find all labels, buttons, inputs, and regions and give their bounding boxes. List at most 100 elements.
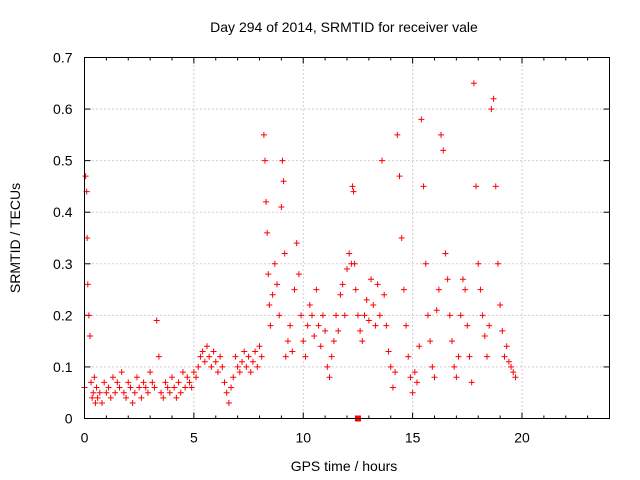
data-point: [190, 369, 197, 376]
data-point: [278, 204, 285, 211]
data-point: [160, 394, 167, 401]
data-point: [411, 369, 418, 376]
data-point: [479, 312, 486, 319]
data-point: [182, 384, 189, 391]
data-point: [166, 389, 173, 396]
data-point: [503, 343, 510, 350]
data-point: [304, 322, 311, 329]
data-point: [204, 343, 210, 350]
data-point: [210, 348, 217, 355]
data-point: [99, 400, 105, 407]
data-point: [223, 389, 230, 396]
data-point: [295, 271, 302, 278]
data-point: [206, 353, 213, 360]
data-point: [249, 358, 256, 365]
y-tick-label: 0.2: [53, 307, 73, 323]
data-point: [171, 384, 178, 391]
data-point: [387, 363, 394, 370]
x-tick-label: 0: [81, 430, 89, 446]
x-axis-label: GPS time / hours: [291, 458, 398, 474]
data-point: [261, 157, 268, 164]
data-point: [492, 183, 499, 190]
data-point: [468, 379, 475, 386]
x-tick-label: 20: [514, 430, 530, 446]
data-point: [123, 394, 130, 401]
data-point: [298, 312, 305, 319]
data-point: [284, 338, 291, 345]
data-point: [351, 260, 358, 267]
data-point: [153, 317, 160, 324]
data-point: [326, 374, 333, 381]
data-point: [333, 312, 340, 319]
data-point: [409, 389, 416, 396]
data-point: [440, 147, 447, 154]
data-point: [455, 353, 462, 360]
y-tick-label: 0.1: [53, 359, 73, 375]
data-point: [289, 348, 296, 355]
y-tick-label: 0.5: [53, 153, 73, 169]
data-point: [317, 343, 324, 350]
data-point: [90, 389, 97, 396]
data-point: [84, 281, 91, 288]
data-point: [91, 374, 98, 381]
plot-frame: [84, 57, 610, 419]
data-point: [114, 379, 121, 386]
data-point: [459, 276, 466, 283]
data-point: [131, 389, 138, 396]
x-tick-label: 5: [190, 430, 198, 446]
data-point: [241, 348, 248, 355]
data-point: [335, 327, 342, 334]
data-point: [158, 389, 165, 396]
data-point: [89, 394, 96, 401]
data-point: [93, 384, 100, 391]
data-point: [85, 312, 92, 319]
data-point: [416, 343, 423, 350]
data-point: [179, 369, 186, 376]
data-point: [344, 265, 350, 272]
data-point: [385, 348, 392, 355]
data-point: [379, 157, 385, 164]
data-point: [475, 260, 482, 267]
data-point: [199, 348, 206, 355]
data-point: [438, 131, 445, 138]
data-point: [84, 235, 91, 241]
data-point: [400, 286, 407, 293]
data-point: [359, 338, 366, 345]
data-point: [245, 353, 252, 360]
data-point: [265, 271, 272, 278]
data-point: [103, 389, 110, 396]
data-point: [260, 131, 267, 138]
data-point: [201, 358, 208, 365]
data-point: [372, 322, 379, 329]
data-point: [442, 250, 449, 257]
data-point: [274, 281, 280, 288]
data-point: [322, 327, 329, 334]
data-point: [414, 379, 420, 386]
data-point: [466, 353, 473, 360]
data-point: [219, 363, 226, 370]
data-point: [481, 332, 488, 339]
data-point: [263, 198, 270, 205]
data-point: [107, 394, 114, 401]
data-point: [473, 183, 480, 190]
data-point: [125, 379, 132, 386]
data-point: [118, 369, 125, 376]
data-point: [162, 379, 169, 386]
data-point: [136, 384, 143, 391]
data-point: [267, 322, 274, 329]
data-point: [499, 327, 506, 334]
data-point: [184, 374, 191, 381]
data-point: [116, 384, 123, 391]
data-point: [427, 338, 434, 345]
data-point: [234, 363, 241, 370]
data-point: [494, 260, 501, 267]
data-point: [508, 363, 515, 370]
data-point: [228, 384, 235, 391]
data-point: [92, 400, 99, 407]
grid: [84, 57, 610, 419]
data-point: [177, 389, 184, 396]
data-point: [236, 369, 243, 376]
data-point: [140, 379, 147, 386]
y-tick-label: 0.3: [53, 256, 73, 272]
